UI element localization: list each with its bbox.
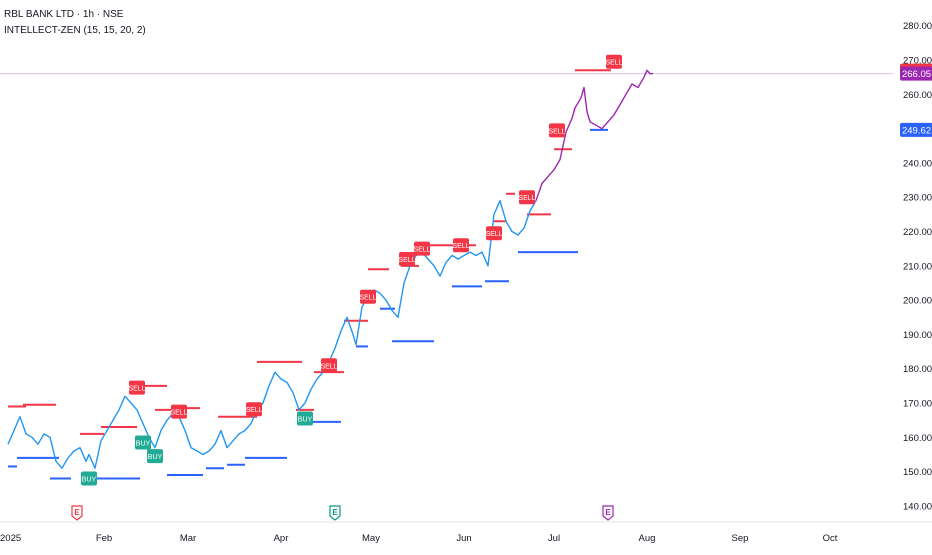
earnings-event-icon[interactable]	[329, 505, 341, 521]
time-tick-label: Aug	[639, 533, 656, 544]
sell-signal-marker[interactable]	[519, 190, 535, 205]
sell-signal-marker[interactable]	[453, 238, 469, 253]
price-tick-label: 260.00	[903, 90, 932, 101]
buy-signal-label: BUY	[82, 476, 97, 483]
signal-labels[interactable]: SELL SELL SELL SELL SELL SELL SELL SELL SELL SELL…	[81, 54, 623, 486]
time-tick-label: Apr	[274, 533, 289, 544]
price-series	[7, 69, 654, 469]
indicator-legend[interactable]: INTELLECT-ZEN (15, 15, 20, 2)	[4, 25, 146, 36]
sell-signal-label: SELL	[359, 295, 376, 302]
price-tick-label: 170.00	[903, 399, 932, 410]
price-line-series-2	[535, 69, 654, 201]
sell-signal-marker[interactable]	[171, 404, 187, 419]
sell-signal-label: SELL	[548, 128, 565, 135]
buy-signal-marker[interactable]	[135, 435, 151, 450]
price-badge[interactable]	[900, 122, 932, 137]
sell-signal-label: SELL	[170, 410, 187, 417]
price-tick-label: 180.00	[903, 364, 932, 375]
sell-signal-label: SELL	[413, 247, 430, 254]
price-tick-label: 210.00	[903, 261, 932, 272]
earnings-event-icon[interactable]	[71, 505, 83, 521]
time-tick-label: Feb	[96, 533, 112, 544]
time-tick-label: Jun	[456, 533, 471, 544]
price-badge[interactable]	[900, 66, 932, 81]
sell-signal-label: SELL	[605, 60, 622, 67]
sell-signal-marker[interactable]	[399, 251, 415, 266]
sell-signal-label: SELL	[245, 407, 262, 414]
sell-signal-marker[interactable]	[606, 54, 622, 69]
buy-signal-marker[interactable]	[147, 449, 163, 464]
buy-signal-marker[interactable]	[81, 471, 97, 486]
buy-signal-marker[interactable]	[297, 411, 313, 426]
price-tick-label: 230.00	[903, 193, 932, 204]
price-tick-label: 280.00	[903, 21, 932, 32]
sell-signal-marker[interactable]	[549, 123, 565, 138]
time-tick-label: May	[362, 533, 380, 544]
sell-signal-marker[interactable]	[360, 289, 376, 304]
time-tick-label: 2025	[0, 533, 21, 544]
sell-signal-label: SELL	[128, 386, 145, 393]
price-tick-label: 190.00	[903, 330, 932, 341]
sell-signal-marker[interactable]	[321, 358, 337, 373]
buy-signal-label: BUY	[136, 440, 151, 447]
sell-signal-label: SELL	[452, 243, 469, 250]
time-tick-label: Jul	[548, 533, 560, 544]
price-tick-label: 140.00	[903, 501, 932, 512]
time-tick-label: Oct	[823, 533, 838, 544]
earnings-event-icon[interactable]	[602, 505, 614, 521]
earnings-event-label: E	[332, 508, 338, 517]
sell-signal-marker[interactable]	[129, 380, 145, 395]
sell-signal-label: SELL	[320, 363, 337, 370]
sell-signal-marker[interactable]	[414, 241, 430, 256]
earnings-event-label: E	[74, 508, 80, 517]
price-tick-label: 220.00	[903, 227, 932, 238]
time-tick-label: Mar	[180, 533, 196, 544]
price-tick-label: 150.00	[903, 467, 932, 478]
price-badge-label: 266.05	[902, 69, 931, 80]
sell-signal-label: SELL	[485, 231, 502, 238]
sell-signal-marker[interactable]	[486, 226, 502, 241]
price-line-series-1	[7, 199, 537, 469]
price-tick-label: 270.00	[903, 56, 932, 67]
earnings-event-label: E	[605, 508, 611, 517]
sell-signal-label: SELL	[518, 195, 535, 202]
price-tick-label: 240.00	[903, 158, 932, 169]
symbol-title[interactable]: RBL BANK LTD · 1h · NSE	[4, 9, 124, 20]
price-badge-label: 249.62	[902, 125, 931, 136]
time-axis[interactable]: 2025 Feb Mar Apr May Jun Jul Aug Sep Oct	[0, 533, 838, 544]
price-axis[interactable]: 280.00270.00260.00250.00240.00230.00220.…	[900, 21, 932, 512]
buy-signal-label: BUY	[298, 416, 313, 423]
price-tick-label: 160.00	[903, 433, 932, 444]
buy-signal-label: BUY	[148, 454, 163, 461]
sell-signal-marker[interactable]	[246, 402, 262, 417]
sell-signal-label: SELL	[398, 257, 415, 264]
price-tick-label: 200.00	[903, 296, 932, 307]
time-tick-label: Sep	[732, 533, 749, 544]
